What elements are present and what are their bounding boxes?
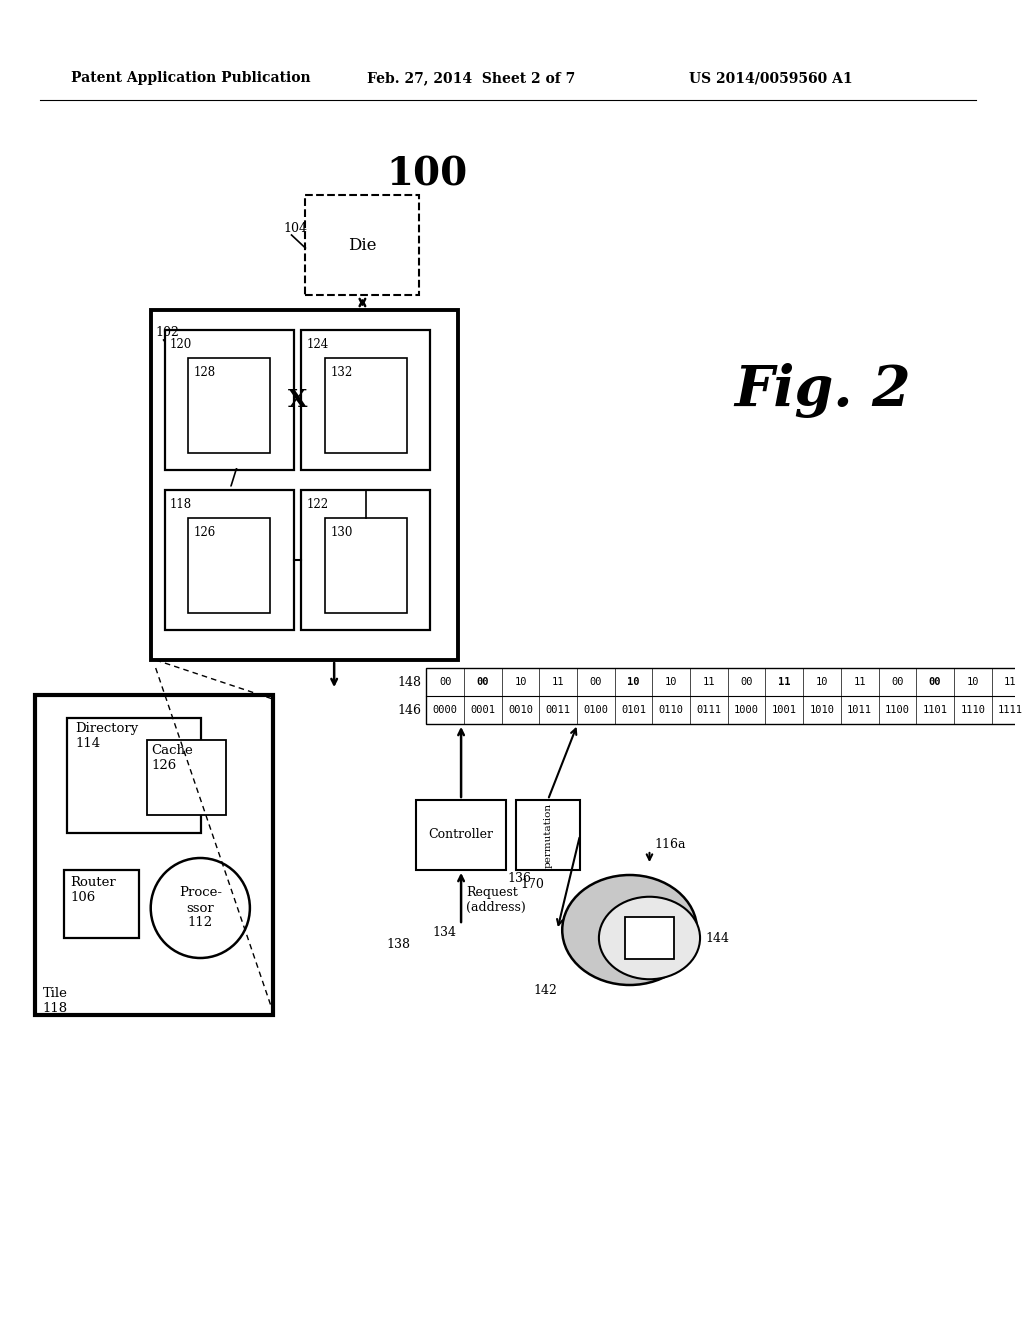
Text: 0011: 0011 [546,705,570,715]
Text: 00: 00 [740,677,753,686]
Text: 0010: 0010 [508,705,534,715]
Text: 11: 11 [552,677,564,686]
Text: 0111: 0111 [696,705,722,715]
Text: US 2014/0059560 A1: US 2014/0059560 A1 [689,71,853,84]
Text: 142: 142 [534,983,557,997]
Text: 102: 102 [156,326,179,338]
Text: 122: 122 [306,498,329,511]
Text: 132: 132 [330,366,352,379]
Ellipse shape [562,875,697,985]
Text: Die: Die [348,236,377,253]
Bar [301,490,430,630]
Text: 170: 170 [520,878,545,891]
Bar [188,358,269,453]
Text: 00: 00 [929,677,941,686]
Ellipse shape [599,896,700,979]
Text: 11: 11 [853,677,866,686]
Text: 1010: 1010 [810,705,835,715]
Text: 10: 10 [816,677,828,686]
Text: 1001: 1001 [772,705,797,715]
Text: 1111: 1111 [998,705,1023,715]
Text: 134: 134 [432,925,456,939]
Bar [65,870,139,939]
Text: Proce-
ssor
112: Proce- ssor 112 [179,887,222,929]
Text: Tile
118: Tile 118 [43,987,68,1015]
Text: 00: 00 [439,677,452,686]
Bar [68,718,202,833]
Bar [305,195,420,294]
Circle shape [151,858,250,958]
Text: 10: 10 [967,677,979,686]
Bar [35,696,272,1015]
Text: X: X [288,388,307,412]
Bar [426,668,1024,723]
Bar [326,358,407,453]
Text: 120: 120 [170,338,191,351]
Bar [146,741,226,814]
Bar [326,517,407,612]
Text: 00: 00 [590,677,602,686]
Text: 128: 128 [194,366,215,379]
Text: permutation: permutation [544,803,552,867]
Bar [301,330,430,470]
Bar [625,917,674,960]
Text: 0110: 0110 [658,705,684,715]
Text: 148: 148 [397,676,422,689]
Text: 11: 11 [778,677,791,686]
Text: 1101: 1101 [923,705,947,715]
Text: 116a: 116a [654,838,686,851]
Bar [417,800,506,870]
Text: Cache
126: Cache 126 [152,744,194,772]
Bar [516,800,580,870]
Bar [188,517,269,612]
Text: 118: 118 [170,498,191,511]
Text: Fig. 2: Fig. 2 [734,363,911,417]
Text: Patent Application Publication: Patent Application Publication [72,71,311,84]
Text: Feb. 27, 2014  Sheet 2 of 7: Feb. 27, 2014 Sheet 2 of 7 [367,71,575,84]
Text: 144: 144 [705,932,729,945]
Text: Router
106: Router 106 [71,876,116,904]
Bar [151,310,458,660]
Text: 00: 00 [476,677,489,686]
Text: 00: 00 [891,677,903,686]
Text: 0101: 0101 [622,705,646,715]
Text: 10: 10 [514,677,526,686]
Text: Directory
114: Directory 114 [76,722,138,750]
Text: 126: 126 [194,525,216,539]
Text: 146: 146 [397,704,422,717]
Bar [165,490,294,630]
Text: 11: 11 [1005,677,1017,686]
Text: Controller: Controller [429,829,494,842]
Text: 104: 104 [284,222,307,235]
Text: 1000: 1000 [734,705,759,715]
Text: 0000: 0000 [433,705,458,715]
Text: 1011: 1011 [847,705,872,715]
Text: /: / [230,467,238,488]
Bar [165,330,294,470]
Text: 11: 11 [702,677,715,686]
Text: 10: 10 [665,677,678,686]
Text: Request
(address): Request (address) [466,886,525,913]
Text: 0100: 0100 [584,705,608,715]
Text: 136: 136 [508,871,531,884]
Text: 1110: 1110 [961,705,985,715]
Text: 0001: 0001 [470,705,496,715]
Text: 124: 124 [306,338,329,351]
Text: 100: 100 [387,156,468,194]
Text: 10: 10 [628,677,640,686]
Text: 130: 130 [330,525,352,539]
Text: 1100: 1100 [885,705,910,715]
Text: 138: 138 [387,939,411,952]
